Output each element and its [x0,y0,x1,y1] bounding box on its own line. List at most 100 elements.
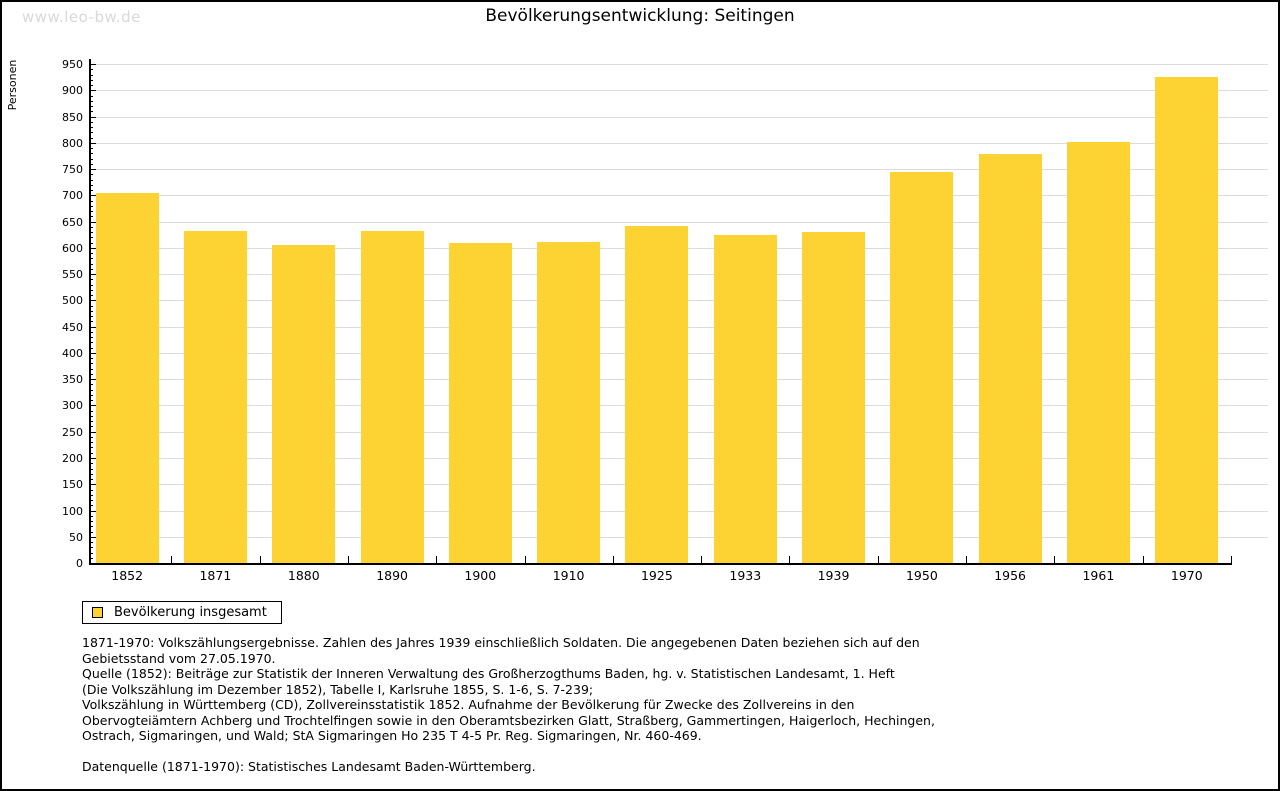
x-boundary-tick [612,556,614,563]
legend-swatch-icon [92,607,103,618]
x-boundary-tick [789,556,791,563]
y-tick-label: 900 [62,84,83,98]
y-major-tick [90,379,96,381]
footnote-source: Datenquelle (1871-1970): Statistisches L… [82,758,536,774]
y-minor-tick [90,505,93,507]
y-minor-tick [90,468,93,470]
y-major-tick [90,457,96,459]
y-major-tick [90,221,96,223]
x-tick-label: 1900 [464,568,497,583]
y-tick-label: 550 [62,268,83,282]
x-axis-line [89,563,1232,565]
y-minor-tick [90,184,93,186]
gridline [90,64,1268,65]
chart-title: Bevölkerungsentwicklung: Seitingen [485,6,795,26]
y-minor-tick [90,253,93,255]
y-minor-tick [90,158,93,160]
y-minor-tick [90,421,93,423]
x-boundary-tick [347,556,349,563]
y-minor-tick [90,74,93,76]
x-boundary-tick [171,556,173,563]
y-tick-label: 300 [62,399,83,413]
x-tick-label: 1890 [376,568,408,583]
bar-1871 [183,231,247,563]
y-minor-tick [90,205,93,207]
legend-label: Bevölkerung insgesamt [114,605,267,620]
y-minor-tick [90,542,93,543]
y-major-tick [90,326,96,328]
y-minor-tick [90,515,93,517]
bar-1939 [802,231,865,563]
watermark: www.leo-bw.de [22,8,141,26]
y-tick-label: 850 [62,110,83,124]
y-major-tick [90,300,96,302]
y-minor-tick [90,216,93,218]
y-minor-tick [90,442,93,444]
y-minor-tick [90,211,93,213]
footnote-line: 1871-1970: Volkszählungsergebnisse. Zahl… [82,635,920,650]
y-minor-tick [90,305,93,307]
x-tick-label: 1925 [640,568,673,583]
x-tick-label: 1950 [905,568,938,583]
x-boundary-tick [701,556,703,563]
y-tick-label: 950 [62,58,83,71]
y-tick-label: 450 [62,320,83,334]
gridline [90,221,1268,223]
bar-1956 [978,154,1042,563]
gridline [90,142,1268,144]
x-tick-label: 1852 [111,568,144,583]
y-minor-tick [90,79,93,81]
y-major-tick [90,247,96,249]
footnote-line: Quelle (1852): Beiträge zur Statistik de… [82,666,895,681]
y-minor-tick [90,547,93,549]
y-tick-label: 250 [62,425,83,439]
footnote-line: Obervogteiämtern Achberg und Trochtelfin… [82,712,935,728]
footnote-line: (Die Volkszählung im Dezember 1852), Tab… [82,681,594,697]
y-minor-tick [90,331,93,333]
y-minor-tick [90,132,93,134]
y-minor-tick [90,85,93,86]
bar-1890 [360,231,424,563]
y-tick-label: 0 [76,557,83,570]
bar-1910 [537,242,601,563]
y-minor-tick [90,179,93,181]
y-minor-tick [90,153,93,155]
footnotes: 1871-1970: Volkszählungsergebnisse. Zahl… [82,635,935,774]
y-minor-tick [90,121,93,123]
y-tick-label: 650 [62,215,83,229]
y-minor-tick [90,69,93,71]
gridline [90,116,1268,118]
y-tick-label: 50 [69,530,83,544]
y-minor-tick [90,106,93,107]
x-tick-label: 1880 [287,568,320,583]
bar-1900 [448,243,512,563]
y-minor-tick [90,284,93,286]
y-major-tick [90,352,96,354]
y-tick-label: 500 [62,294,83,308]
y-major-tick [90,405,96,407]
x-boundary-tick [524,556,526,563]
y-major-tick [90,90,96,92]
y-tick-label: 200 [62,451,83,465]
y-minor-tick [90,436,93,438]
y-minor-tick [90,279,93,281]
bar-1925 [625,226,689,563]
y-minor-tick [90,232,93,234]
y-minor-tick [90,321,93,323]
y-minor-tick [90,342,93,344]
y-minor-tick [90,111,93,113]
y-minor-tick [90,337,93,339]
x-tick-label: 1939 [817,568,850,583]
y-minor-tick [90,526,93,528]
y-minor-tick [90,500,93,501]
y-minor-tick [90,237,93,239]
y-minor-tick [90,200,93,202]
y-minor-tick [90,289,93,291]
footnote-line: Ostrach, Sigmaringen, und Wald; StA Sigm… [82,728,702,743]
x-tick-label: 1970 [1170,568,1203,583]
y-minor-tick [90,494,93,496]
y-minor-tick [90,100,93,102]
y-tick-label: 600 [62,241,83,255]
y-minor-tick [90,295,93,297]
